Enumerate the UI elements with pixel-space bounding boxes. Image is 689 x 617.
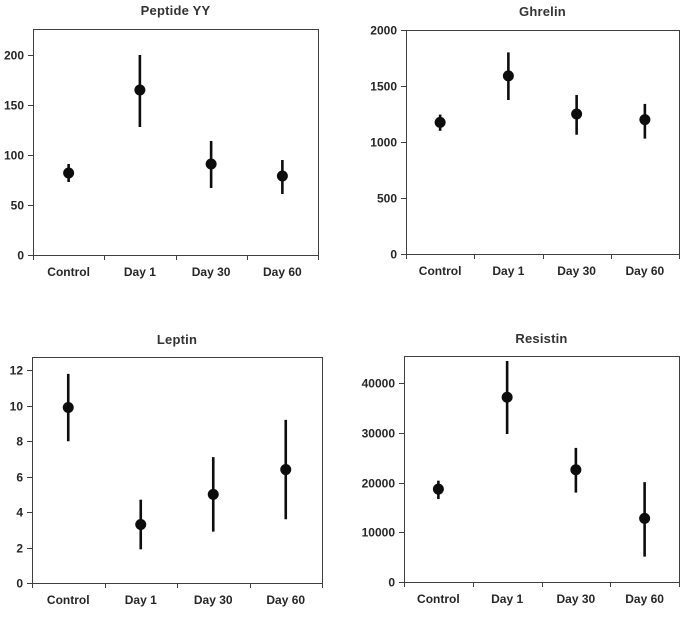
svg-text:8: 8 [16, 435, 23, 449]
chart-plot-1: 0 500 1000 1500 2000 Control Day 1 Day 30 Day 60 [370, 24, 680, 278]
svg-text:0: 0 [388, 576, 395, 590]
svg-text:2: 2 [16, 542, 23, 556]
svg-text:Control: Control [47, 593, 90, 607]
svg-text:100: 100 [4, 149, 24, 163]
svg-text:Day 60: Day 60 [263, 265, 302, 279]
svg-text:Control: Control [417, 592, 460, 606]
chart-title-ghrelin: Ghrelin [519, 4, 566, 19]
svg-text:10: 10 [10, 400, 24, 414]
svg-text:2000: 2000 [370, 24, 397, 38]
svg-text:Day 1: Day 1 [491, 592, 523, 606]
svg-text:Day 1: Day 1 [125, 593, 157, 607]
svg-text:30000: 30000 [362, 427, 396, 441]
svg-text:Day 60: Day 60 [266, 593, 305, 607]
svg-text:6: 6 [16, 471, 23, 485]
chart-plot-0: 0 50 100 150 200 Control Day 1 Day 30 Day 60 [4, 29, 319, 279]
svg-text:40000: 40000 [362, 377, 396, 391]
chart-plot-2: 0 2 4 6 8 10 12 Control Day 1 Day 30 Day 60 [10, 357, 323, 607]
svg-text:200: 200 [4, 49, 24, 63]
panel-peptide-yy: 0 50 100 150 200 Control Day 1 Day 30 Day 60 Pep… [0, 0, 344, 300]
chart-title-peptide-yy: Peptide YY [140, 3, 211, 18]
svg-text:1500: 1500 [370, 80, 397, 94]
panel-resistin: 0 10000 20000 30000 40000 Control Day 1 Day 30 D… [344, 317, 689, 617]
svg-text:0: 0 [17, 249, 24, 263]
svg-text:Day 60: Day 60 [626, 264, 665, 278]
svg-text:Day 1: Day 1 [492, 264, 524, 278]
svg-text:20000: 20000 [362, 477, 396, 491]
svg-text:0: 0 [390, 248, 397, 262]
panel-leptin: 0 2 4 6 8 10 12 Control Day 1 Day 30 Day 60 Leptin [0, 317, 345, 617]
svg-text:Day 60: Day 60 [625, 592, 664, 606]
svg-text:Day 30: Day 30 [192, 265, 231, 279]
chart-title-resistin: Resistin [515, 331, 568, 346]
chart-plot-3: 0 10000 20000 30000 40000 Control Day 1 Day 30 D… [362, 356, 680, 606]
svg-text:Control: Control [419, 264, 462, 278]
svg-text:150: 150 [4, 99, 24, 113]
panel-ghrelin: 0 500 1000 1500 2000 Control Day 1 Day 30 Day 60… [344, 0, 689, 300]
svg-text:Day 1: Day 1 [124, 265, 156, 279]
svg-text:1000: 1000 [370, 136, 397, 150]
svg-text:4: 4 [16, 506, 23, 520]
svg-text:0: 0 [16, 577, 23, 591]
svg-text:10000: 10000 [362, 526, 396, 540]
svg-text:Control: Control [47, 265, 90, 279]
svg-text:Day 30: Day 30 [557, 592, 596, 606]
svg-text:Day 30: Day 30 [557, 264, 596, 278]
svg-text:Day 30: Day 30 [194, 593, 233, 607]
svg-text:500: 500 [377, 192, 397, 206]
svg-text:12: 12 [10, 364, 24, 378]
chart-title-leptin: Leptin [156, 332, 198, 347]
svg-text:50: 50 [11, 199, 25, 213]
